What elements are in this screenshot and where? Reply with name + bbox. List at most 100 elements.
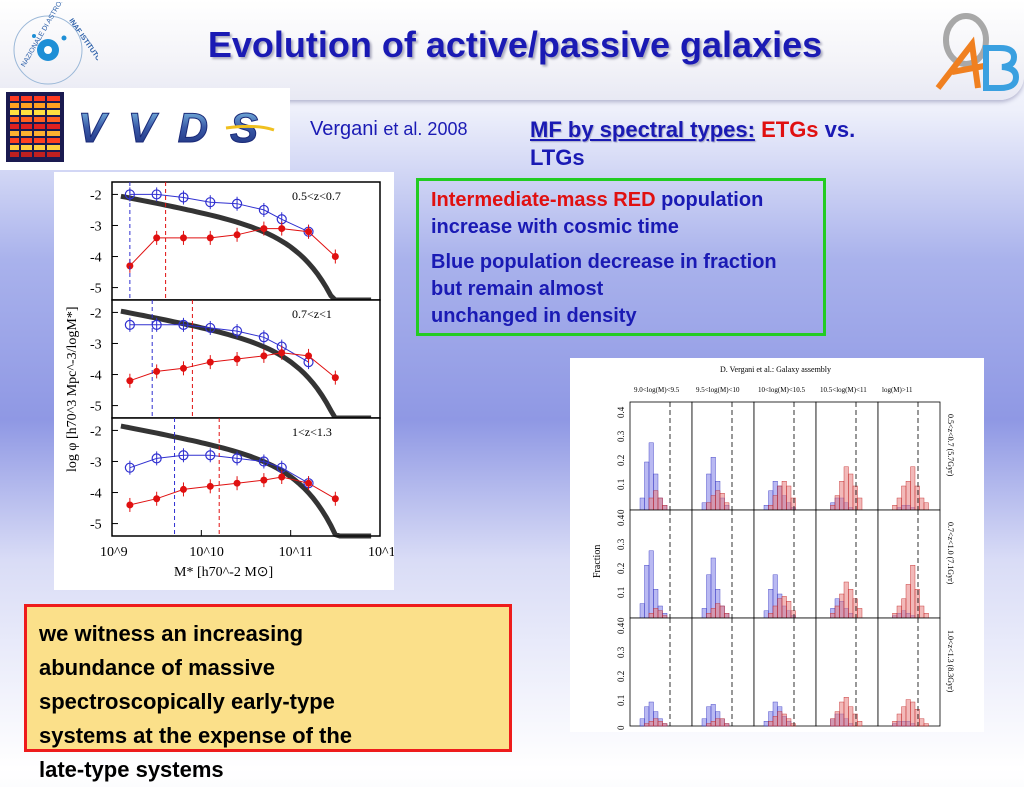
red-histogram-bar [768, 721, 774, 727]
blue-histogram-bar [763, 504, 769, 511]
blue-histogram-bar [706, 706, 712, 727]
blue-histogram-bar [701, 608, 707, 619]
red-histogram-bar [834, 711, 840, 727]
red-data-point [233, 231, 241, 239]
blue-histogram-bar [701, 502, 707, 511]
red-histogram-bar [768, 504, 774, 511]
citation: Vergani et al. 2008 [310, 118, 467, 141]
red-histogram-bar [830, 612, 836, 619]
red-histogram-bar [662, 723, 668, 727]
blue-histogram-bar [644, 706, 650, 727]
red-histogram-bar [923, 612, 929, 619]
red-histogram-bar [710, 495, 716, 511]
blue-data-point [205, 322, 216, 334]
red-data-point [331, 495, 339, 503]
red-histogram-bar [923, 502, 929, 511]
red-histogram-bar [786, 600, 792, 619]
red-histogram-bar [777, 598, 783, 619]
red-data-point [233, 355, 241, 363]
red-histogram-bar [644, 723, 650, 727]
red-histogram-bar [914, 485, 920, 511]
red-histogram-bar [657, 721, 663, 727]
conclusion-line-5: late-type systems [39, 757, 224, 782]
y-tick-label: -5 [90, 518, 102, 533]
red-data-point [126, 262, 134, 270]
red-histogram-bar [852, 713, 858, 727]
red-histogram-bar [834, 495, 840, 511]
red-histogram-bar [772, 605, 778, 619]
red-histogram-bar [653, 608, 659, 619]
red-histogram-bar [706, 502, 712, 511]
y-tick-label: 0.4 [616, 514, 626, 526]
histogram-title: D. Vergani et al.: Galaxy assembly [720, 365, 831, 374]
red-histogram-bar [662, 504, 668, 511]
y-tick-label: 0.1 [616, 587, 626, 598]
conclusion-box: we witness an increasing abundance of ma… [24, 604, 512, 782]
y-tick-label: 0.4 [616, 622, 626, 634]
y-tick-label: -3 [90, 455, 102, 470]
red-data-point [153, 367, 161, 375]
red-histogram-bar [724, 612, 730, 619]
red-histogram-bar [857, 608, 863, 619]
model-curve [120, 423, 372, 539]
y-tick-label: 0.1 [616, 479, 626, 490]
column-label: 10.5<log(M)<11 [820, 386, 867, 394]
red-data-point [126, 501, 134, 509]
red-data-point [206, 358, 214, 366]
red-histogram-bar [914, 709, 920, 727]
y-tick-label: 0.2 [616, 671, 626, 682]
mf-heading-ltgs: LTGs [530, 145, 585, 170]
y-tick-label: -5 [90, 400, 102, 415]
finding-blue-label: Blue [431, 251, 475, 273]
blue-histogram-bar [763, 721, 769, 727]
conclusion-line-2: abundance of massive [39, 655, 275, 680]
red-histogram-bar [919, 718, 925, 727]
blue-data-point [231, 453, 243, 464]
red-histogram-bar [786, 485, 792, 511]
blue-histogram-bar [639, 603, 645, 619]
blue-histogram-bar [706, 574, 712, 619]
blue-histogram-bar [639, 718, 645, 727]
y-tick-label: 0 [616, 725, 626, 730]
red-histogram-bar [790, 723, 796, 727]
red-histogram-bar [905, 584, 911, 619]
blue-data-point [124, 462, 135, 473]
red-histogram-bar [901, 485, 907, 511]
conclusion-line-3: spectroscopically early-type [39, 689, 335, 714]
blue-data-point [258, 456, 269, 467]
inaf-brand-text: INAF ISTITUTO [67, 18, 98, 63]
panel-frame [111, 417, 381, 537]
red-histogram-bar [910, 564, 916, 619]
y-tick-label: -3 [90, 337, 102, 352]
red-data-point [331, 374, 339, 382]
red-histogram-bar [715, 490, 721, 511]
y-axis-label: log φ [h70^3 Mpc^-3/logM*] [65, 307, 80, 472]
vvds-logo: VVDS [0, 88, 290, 170]
red-histogram-bar [781, 713, 787, 727]
blue-data-point [178, 450, 189, 461]
blue-histogram-bar [644, 564, 650, 619]
red-histogram-bar [839, 701, 845, 727]
histogram-cell [691, 617, 755, 727]
red-histogram-bar [715, 603, 721, 619]
red-histogram-bar [648, 721, 654, 727]
blue-data-point [231, 325, 243, 337]
red-histogram-bar [848, 473, 854, 511]
y-tick-label: -4 [90, 369, 102, 384]
mf-heading-vs: vs. [818, 117, 856, 142]
red-histogram-bar [839, 480, 845, 511]
red-histogram-bar [710, 608, 716, 619]
histogram-cell [629, 401, 693, 511]
red-histogram-bar [910, 466, 916, 511]
red-data-point [179, 234, 187, 242]
panel-label: 0.5<z<0.7 [292, 189, 341, 203]
red-data-point [153, 495, 161, 503]
red-histogram-bar [892, 504, 898, 511]
red-histogram-bar [648, 497, 654, 511]
citation-etal: et al. 2008 [383, 119, 468, 139]
y-tick-label: -4 [90, 251, 102, 266]
y-tick-label: -2 [90, 188, 102, 203]
y-tick-label: 0.4 [616, 406, 626, 418]
red-histogram-bar [790, 497, 796, 511]
red-histogram-bar [896, 713, 902, 727]
